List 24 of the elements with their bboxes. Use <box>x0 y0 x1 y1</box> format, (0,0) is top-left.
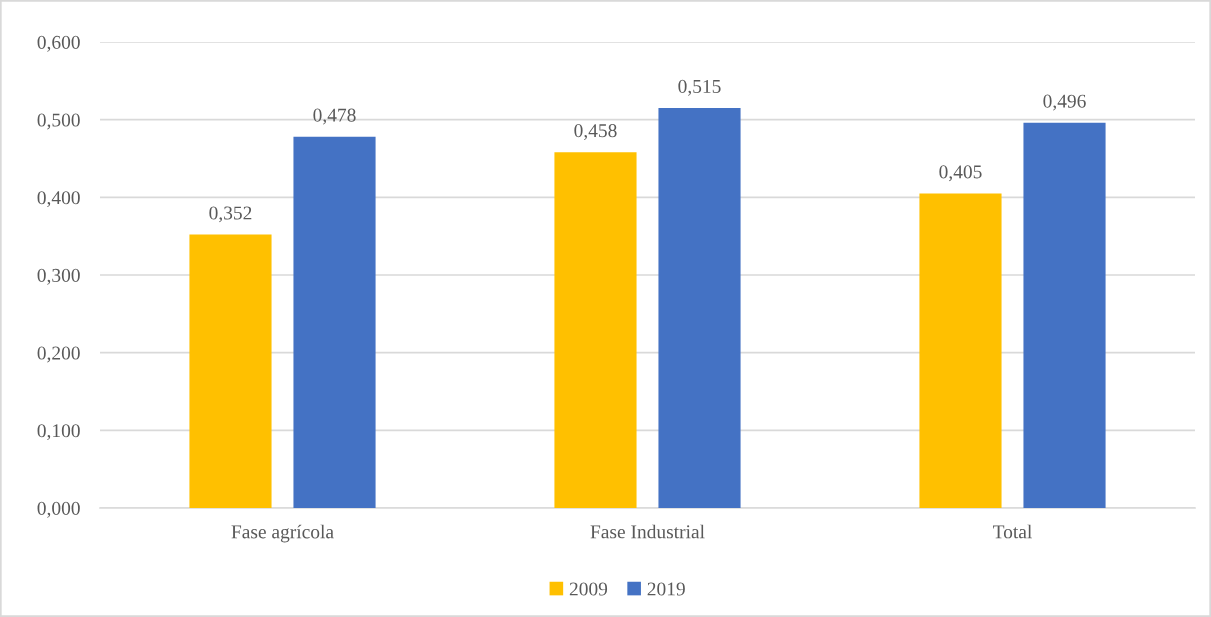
data-label: 0,478 <box>313 108 356 125</box>
data-label: 0,515 <box>678 79 721 96</box>
bar <box>1023 122 1106 508</box>
x-tick-label: Fase Industrial <box>590 524 705 539</box>
y-tick-label: 0,400 <box>37 191 80 208</box>
y-tick-label: 0,000 <box>37 501 80 518</box>
bar <box>919 193 1002 508</box>
data-label: 0,458 <box>574 124 617 141</box>
y-tick-label: 0,100 <box>37 424 80 441</box>
legend-label: 2019 <box>647 582 685 596</box>
data-label: 0,405 <box>939 165 982 182</box>
legend-label: 2009 <box>569 582 608 596</box>
y-tick-label: 0,200 <box>37 346 80 363</box>
bar <box>658 108 741 508</box>
bar <box>189 234 272 508</box>
data-label: 0,496 <box>1043 94 1086 111</box>
bar <box>293 136 376 508</box>
x-tick-label: Total <box>993 524 1032 539</box>
data-label: 0,352 <box>209 206 252 223</box>
y-tick-label: 0,300 <box>37 268 80 285</box>
x-tick-label: Fase agrícola <box>231 524 334 543</box>
y-tick-label: 0,500 <box>37 113 80 130</box>
bar <box>554 152 637 508</box>
y-tick-label: 0,600 <box>37 35 80 52</box>
